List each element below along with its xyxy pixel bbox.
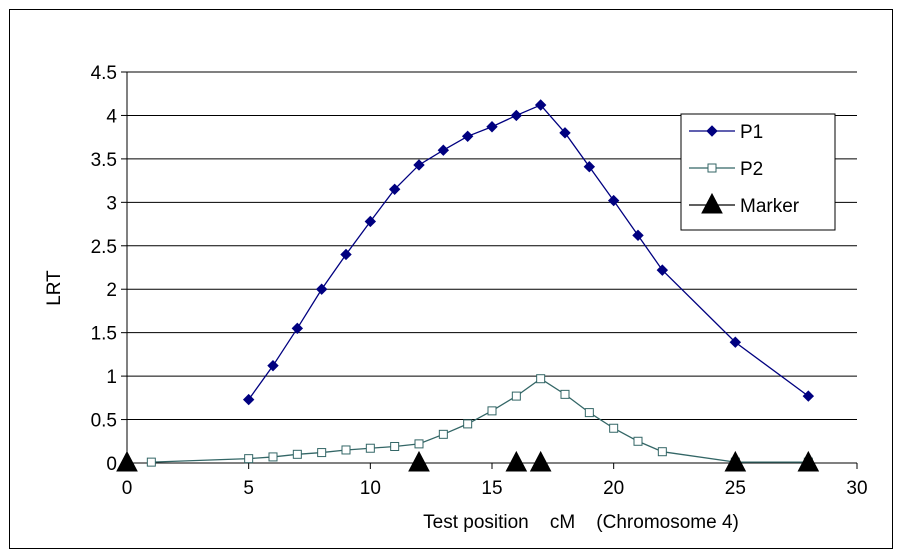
series-p1-point — [461, 130, 474, 143]
series-p1-point — [729, 336, 742, 348]
series-p2-point — [609, 423, 619, 433]
series-p2-point — [292, 449, 302, 459]
series-p1-point — [559, 127, 571, 139]
series-p2-point — [365, 443, 375, 453]
y-tick-label: 3 — [106, 193, 117, 214]
legend: P1 P2 Marker — [680, 113, 836, 231]
series-marker-point — [529, 450, 552, 472]
series-p1-point — [632, 229, 644, 242]
legend-entry-marker: Marker — [689, 192, 800, 217]
series-p1 — [242, 99, 815, 406]
legend-swatch-marker — [706, 125, 718, 137]
series-marker-point — [408, 450, 430, 472]
series-p2-point — [341, 445, 351, 455]
y-axis-title: LRT — [44, 270, 65, 306]
series-p2-point — [511, 391, 521, 401]
series-group — [116, 99, 820, 472]
series-p1-point — [242, 393, 255, 406]
y-tick-label: 1 — [106, 367, 117, 388]
series-p1-point — [656, 264, 669, 276]
series-p2-point — [390, 441, 400, 451]
series-p1-point — [583, 161, 596, 173]
series-p2-point — [438, 429, 448, 439]
series-p2-point — [560, 389, 570, 399]
series-p1-point — [486, 121, 498, 133]
series-p2-point — [584, 408, 594, 418]
legend-label-p2: P2 — [740, 159, 763, 180]
series-p1-point — [364, 215, 377, 228]
series-marker-point — [797, 450, 820, 472]
series-p2 — [146, 374, 813, 467]
x-tick-label: 20 — [603, 478, 624, 499]
series-p2-point — [317, 448, 327, 458]
y-tick-label: 4.5 — [91, 63, 117, 84]
series-p2-point — [536, 374, 546, 384]
chart-frame — [9, 9, 893, 549]
legend-label-p1: P1 — [740, 122, 763, 143]
x-tick-label: 15 — [481, 478, 502, 499]
series-p1-point — [607, 194, 620, 207]
series-marker — [116, 450, 820, 472]
legend-swatch-marker — [701, 192, 723, 214]
series-p1-point — [802, 390, 815, 402]
x-tick-label: 0 — [122, 478, 133, 499]
series-p1-line — [248, 104, 809, 400]
series-p1-point — [340, 248, 352, 261]
series-p1-point — [267, 359, 279, 372]
series-marker-point — [505, 450, 528, 472]
series-p2-point — [657, 447, 667, 457]
series-p2-point — [633, 436, 643, 446]
x-tick-label: 30 — [846, 478, 867, 499]
series-p1-point — [413, 159, 425, 171]
y-tick-label: 0.5 — [91, 411, 117, 432]
series-p2-line — [151, 377, 809, 463]
legend-swatch-marker — [707, 163, 717, 173]
x-tick-label: 5 — [243, 478, 254, 499]
series-p1-point — [388, 183, 401, 196]
x-tick-label: 10 — [360, 478, 381, 499]
y-tick-label: 1.5 — [91, 324, 117, 345]
series-p1-point — [534, 99, 547, 111]
series-marker-point — [724, 450, 747, 472]
series-p2-point — [244, 454, 254, 464]
series-p1-point — [315, 283, 328, 295]
x-tick-label: 25 — [725, 478, 746, 499]
series-p2-point — [268, 452, 278, 462]
x-axis-ticks: 0 5 10 15 20 25 30 — [122, 463, 868, 499]
x-axis-title: Test position cM (Chromosome 4) — [423, 512, 739, 533]
series-p2-point — [463, 419, 473, 429]
legend-label-marker: Marker — [740, 196, 800, 217]
y-axis-ticks: 0 0.5 1 1.5 2 2.5 3 3.5 4 4.5 — [91, 63, 127, 475]
y-tick-label: 0 — [106, 454, 117, 475]
series-p2-point — [146, 457, 156, 467]
series-p2-point — [487, 406, 497, 416]
series-p1-point — [437, 144, 450, 156]
series-p1-point — [510, 109, 523, 122]
legend-entry-p1: P1 — [689, 122, 763, 143]
y-tick-label: 2 — [106, 280, 117, 301]
y-tick-label: 2.5 — [91, 237, 117, 258]
legend-entry-p2: P2 — [689, 159, 763, 180]
series-marker-point — [116, 450, 138, 472]
y-tick-label: 4 — [106, 106, 117, 127]
series-p2-point — [414, 439, 424, 449]
y-tick-label: 3.5 — [91, 150, 117, 171]
series-p1-point — [291, 322, 304, 335]
